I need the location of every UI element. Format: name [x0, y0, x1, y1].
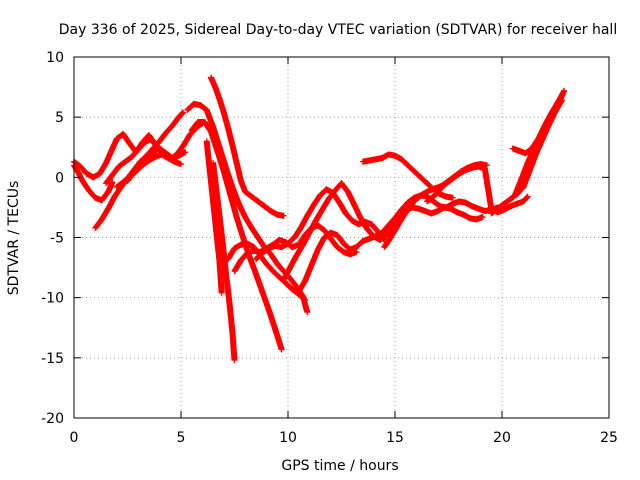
data-point-segment: [347, 248, 360, 258]
series-track-19: [424, 163, 531, 216]
series-track-17: [359, 151, 456, 201]
data-point-segment: [535, 122, 548, 142]
data-point-segment: [229, 141, 240, 166]
data-point-segment: [541, 110, 555, 129]
axis-ticks: 0 5 10 15 20 25 10 5 0 -5 -10 -15 -20: [41, 50, 618, 446]
series-track-10: [210, 159, 238, 364]
data-point-segment: [229, 328, 238, 364]
x-tick-label: 0: [70, 430, 79, 446]
series-track-14: [252, 186, 388, 263]
data-point-segment: [213, 228, 223, 265]
series-track-09: [203, 138, 225, 296]
y-axis-label: SDTVAR / TECUs: [6, 181, 22, 296]
y-tick-label: 0: [55, 170, 64, 186]
data-point-segment: [473, 214, 486, 223]
series-track-16: [295, 192, 501, 295]
data-point-segment: [533, 135, 546, 157]
data-point-segment: [520, 193, 531, 205]
data-point-segment: [280, 264, 294, 283]
data-point-segment: [216, 258, 225, 296]
y-tick-label: -10: [41, 291, 64, 307]
data-point-segment: [219, 240, 229, 277]
data-point-segment: [315, 234, 328, 253]
series-track-11: [208, 74, 287, 219]
series-track-15: [280, 180, 486, 283]
y-tick-label: 10: [46, 50, 64, 66]
data-point-segment: [210, 198, 220, 235]
data-point-segment: [554, 90, 566, 106]
x-tick-label: 20: [493, 430, 511, 446]
data-point-segment: [481, 165, 495, 212]
data-point-segment: [272, 326, 285, 353]
y-tick-label: -15: [41, 351, 64, 367]
data-point-segment: [477, 161, 490, 169]
data-point-segment: [105, 179, 116, 195]
series-track-22: [509, 90, 566, 157]
data-point-segment: [214, 147, 227, 175]
y-tick-label: -5: [50, 231, 64, 247]
x-tick-label: 10: [279, 430, 297, 446]
chart-title: Day 336 of 2025, Sidereal Day-to-day VTE…: [59, 22, 617, 38]
data-point-segment: [306, 217, 319, 236]
series-track-02: [71, 131, 159, 181]
data-point-segment: [287, 252, 300, 271]
y-tick-label: 5: [55, 110, 64, 126]
data-marks: [71, 74, 568, 364]
data-point-segment: [274, 211, 287, 219]
data-point-segment: [539, 121, 553, 142]
data-point-segment: [443, 193, 456, 201]
x-tick-label: 15: [386, 430, 404, 446]
data-point-segment: [300, 229, 313, 248]
x-tick-label: 5: [177, 430, 186, 446]
series-track-08: [188, 119, 285, 353]
data-point-segment: [518, 159, 531, 183]
data-point-segment: [210, 123, 223, 151]
data-point-segment: [235, 200, 249, 220]
y-tick-label: -20: [41, 411, 64, 427]
data-point-segment: [233, 214, 247, 241]
data-point-segment: [206, 168, 217, 205]
x-axis-label: GPS time / hours: [281, 458, 398, 474]
series-track-06: [124, 145, 189, 184]
data-point-segment: [171, 158, 184, 168]
x-tick-label: 25: [600, 430, 618, 446]
data-point-segment: [203, 138, 213, 175]
series-track-01: [71, 162, 116, 204]
data-point-segment: [105, 193, 118, 212]
grid: [74, 57, 609, 418]
data-point-segment: [226, 297, 236, 335]
data-point-segment: [351, 202, 364, 222]
series-track-07: [184, 100, 311, 316]
data-point-segment: [175, 109, 187, 121]
data-point-segment: [175, 149, 189, 159]
data-point-segment: [297, 212, 311, 231]
